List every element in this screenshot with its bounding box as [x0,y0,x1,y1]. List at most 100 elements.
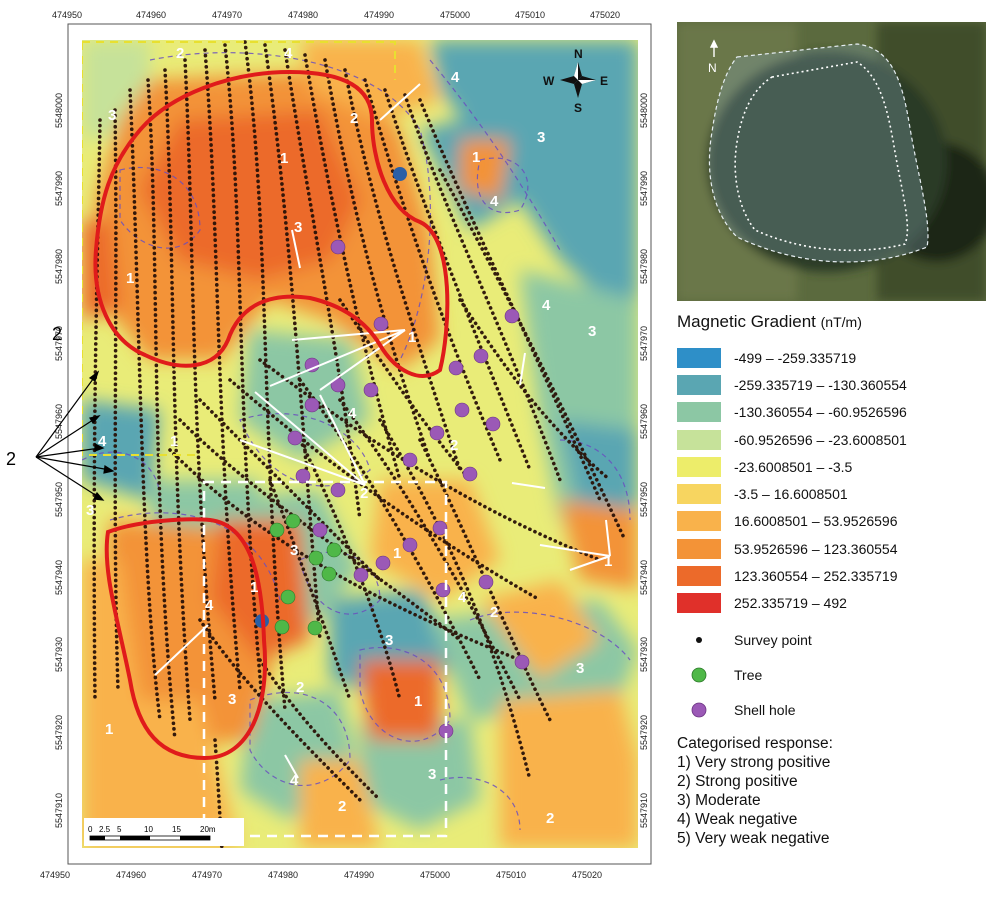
zone-label: 1 [408,329,416,346]
y-tick-label: 5547960 [639,404,649,439]
y-tick-label: 5547920 [54,715,64,750]
zone-label: 1 [280,150,288,167]
class-swatch [677,456,721,477]
zone-label: 3 [588,323,596,340]
legend-class: 53.9526596 – 123.360554 [677,535,982,562]
y-tick-label: 5547980 [639,249,649,284]
zone-label: 4 [98,433,107,450]
zone-label: 2 [490,604,498,621]
x-tick-label: 475000 [440,10,470,20]
zone-label: 4 [490,193,499,210]
class-label: -130.360554 – -60.9526596 [734,404,907,421]
zone-label: 2 [176,45,184,62]
legend-class: -259.335719 – -130.360554 [677,371,982,398]
y-tick-label: 5547910 [54,793,64,828]
category-item: 5) Very weak negative [677,829,830,847]
tree-icon [691,668,707,683]
x-tick-label: 474950 [40,870,70,880]
y-tick-label: 5547940 [639,560,649,595]
legend-symbol: Shell hole [677,693,982,728]
survey-point-icon [696,637,702,644]
class-swatch [677,566,721,587]
legend-class: -3.5 – 16.6008501 [677,480,982,507]
y-tick-label: 5547990 [54,171,64,206]
categorised-response: Categorised response: 1) Very strong pos… [677,734,982,848]
class-swatch [677,593,721,614]
legend: Magnetic Gradient (nT/m) -499 – -259.335… [677,312,982,848]
zone-label: 1 [414,693,422,710]
zone-label: 1 [126,270,134,287]
category-item: 1) Very strong positive [677,753,831,771]
zone-label: 1 [105,721,113,738]
scale-label: 15 [172,825,181,834]
zone-label: 4 [284,45,293,62]
class-label: -499 – -259.335719 [734,349,857,366]
zone-label: 1 [170,433,178,450]
scale-label: 2.5 [99,825,111,834]
y-tick-label: 5547990 [639,171,649,206]
legend-unit: (nT/m) [820,314,862,330]
zone-label: 4 [542,297,551,314]
compass-s: S [574,101,582,115]
zone-label: 2 [546,810,554,827]
zone-label: 1 [393,545,401,562]
legend-class: -499 – -259.335719 [677,344,982,371]
y-tick-label: 5547950 [639,482,649,517]
class-label: 123.360554 – 252.335719 [734,568,898,585]
x-tick-label: 474990 [344,870,374,880]
x-tick-label: 474980 [288,10,318,20]
zone-label: 4 [348,405,357,422]
zone-label: 3 [385,632,393,649]
symbol-label: Shell hole [734,702,796,719]
category-item: 2) Strong positive [677,772,798,790]
class-swatch [677,538,721,559]
scale-label: 0 [88,825,93,834]
zone-label: 2 [338,798,346,815]
y-tick-label: 5547910 [639,793,649,828]
symbol-list: Survey point Tree Shell hole [677,623,982,728]
zone-label: 3 [108,107,116,124]
x-axis-bottom: 474950 474960 474970 474980 474990 47500… [40,870,602,880]
zone-label: 1 [604,553,612,570]
zone-label: 4 [451,69,460,86]
compass-w: W [543,74,555,88]
magnetic-gradient-map: 2 4 3 2 4 3 1 1 4 3 1 4 3 1 4 4 1 2 2 3 … [6,10,652,880]
aerial-photo-inset: N [677,22,986,301]
zone-label: 2 [296,679,304,696]
class-swatch [677,402,721,423]
y-tick-label: 5548000 [54,93,64,128]
zone-label: 3 [86,502,94,519]
legend-class: 123.360554 – 252.335719 [677,562,982,589]
scale-label: 10 [144,825,153,834]
zone-label: 3 [290,542,298,559]
class-label: -60.9526596 – -23.6008501 [734,431,907,448]
class-label: -23.6008501 – -3.5 [734,458,853,475]
x-tick-label: 474980 [268,870,298,880]
class-swatch [677,347,721,368]
symbol-label: Survey point [734,632,812,649]
y-tick-label: 5547930 [639,637,649,672]
class-label: 252.335719 – 492 [734,595,847,612]
zone-label: 3 [428,766,436,783]
y-tick-label: 5548000 [639,93,649,128]
legend-class: 16.6008501 – 53.9526596 [677,508,982,535]
scale-label: 20m [200,825,216,834]
y-tick-label: 5547930 [54,637,64,672]
legend-title: Magnetic Gradient [677,312,816,331]
zone-label: 3 [576,660,584,677]
x-tick-label: 474970 [212,10,242,20]
x-tick-label: 475010 [496,870,526,880]
zone-label: 3 [537,129,545,146]
north-arrow-icon: N S E W [543,47,608,115]
y-axis-right: 5548000 5547990 5547980 5547970 5547960 … [639,93,649,828]
side-label: 2 [52,324,62,344]
zone-label: 4 [458,589,467,606]
scale-bar: 0 2.5 5 10 15 20m [84,818,244,846]
class-label: -259.335719 – -130.360554 [734,376,907,393]
zone-label: 1 [250,579,258,596]
categories-title: Categorised response: [677,734,833,752]
legend-class: 252.335719 – 492 [677,590,982,617]
y-tick-label: 5547940 [54,560,64,595]
x-axis-top: 474950 474960 474970 474980 474990 47500… [52,10,620,20]
legend-class: -23.6008501 – -3.5 [677,453,982,480]
